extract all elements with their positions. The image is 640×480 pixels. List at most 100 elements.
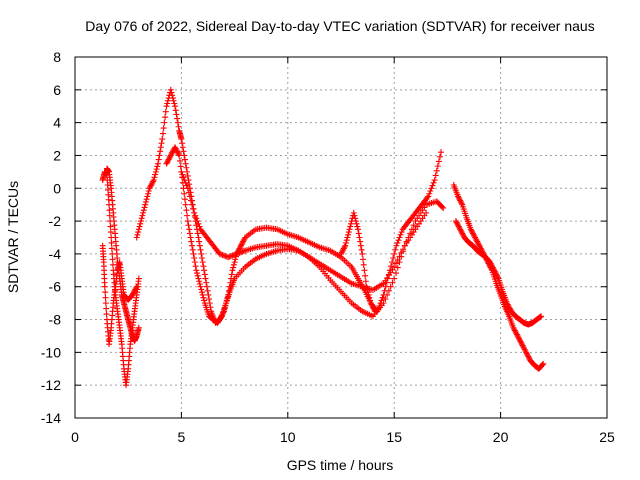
data-point [515,334,522,341]
data-point [394,256,401,263]
y-axis: -14 -12 -10 -8 -6 -4 -2 0 2 4 6 8 [41,49,607,426]
data-point [372,308,379,315]
data-point [192,263,199,270]
data-point [354,223,361,230]
data-point [410,222,417,229]
data-point [477,244,484,251]
data-point [355,226,362,233]
data-point [472,235,479,242]
data-point [189,246,196,253]
data-point [237,242,244,249]
data-point [194,230,201,237]
data-point [346,226,353,233]
data-point [184,172,191,179]
data-point [147,182,154,189]
data-point [523,350,530,357]
data-point [164,157,171,164]
data-point [455,223,462,230]
data-point [205,291,212,298]
x-tick-label: 0 [71,429,79,445]
data-point [438,149,445,156]
data-point [135,229,142,236]
data-point [239,239,246,246]
data-point [159,136,166,143]
data-point [173,146,180,153]
data-point [191,255,198,262]
data-point [175,123,182,130]
data-point [176,157,183,164]
data-point [183,164,190,171]
data-point [162,114,169,121]
data-point [185,222,192,229]
data-point [170,97,177,104]
data-point [470,231,477,238]
data-point [400,246,407,253]
data-point [524,352,531,359]
data-point [167,86,174,93]
data-point [511,327,518,334]
data-point [521,346,528,353]
data-point [140,207,147,214]
data-point [430,179,437,186]
data-point [150,177,157,184]
data-point [137,218,144,225]
data-point [201,297,208,304]
data-point [154,160,161,167]
data-point [518,339,525,346]
data-point [472,234,479,241]
data-point [152,171,159,178]
data-point [518,341,525,348]
data-point [238,241,245,248]
data-point [476,242,483,249]
data-point [153,166,160,173]
data-point [491,267,498,274]
data-point [457,198,464,205]
data-point [229,267,236,274]
data-point [196,223,203,230]
data-point [174,115,181,122]
data-point [198,255,205,262]
data-point [142,198,149,205]
data-point [392,246,399,253]
data-point [396,234,403,241]
data-point [385,287,392,294]
data-point [362,278,369,285]
data-point [147,183,154,190]
data-point [218,314,225,321]
data-point [136,223,143,230]
y-tick-label: -4 [49,246,62,262]
data-point [202,275,209,282]
data-point [184,168,191,175]
data-point [455,194,462,201]
data-point [240,237,247,244]
data-point [195,234,202,241]
data-point [191,259,198,266]
data-point [206,296,213,303]
data-point [189,242,196,249]
data-point [520,343,527,350]
data-point [188,238,195,245]
data-point [391,264,398,271]
data-point [492,270,499,277]
data-point [474,238,481,245]
data-point [181,156,188,163]
data-point [506,304,513,311]
data-point [197,246,204,253]
data-point [148,181,155,188]
data-point [361,267,368,274]
data-point [142,201,149,208]
data-point [186,226,193,233]
data-point [351,212,358,219]
data-point [106,212,113,219]
data-point [178,136,185,143]
data-point [343,237,350,244]
data-point [192,212,199,219]
series-arc-e [163,144,447,326]
data-point [109,256,116,263]
data-point [505,302,512,309]
data-point [431,177,438,184]
data-point [230,264,237,271]
data-point [195,275,202,282]
data-point [133,234,140,241]
